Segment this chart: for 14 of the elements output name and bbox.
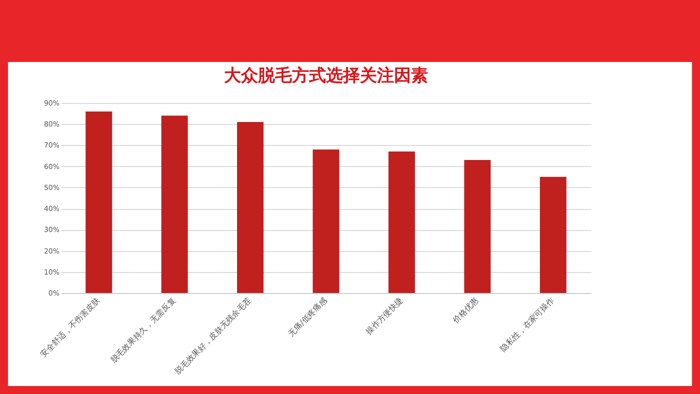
- x-tick-label: 操作方便快捷: [364, 296, 405, 336]
- bar: [161, 116, 188, 293]
- bar: [464, 160, 491, 293]
- x-tick-label: 脱毛效果持久，无需反复: [108, 296, 178, 365]
- x-tick-label: 安全舒适，不伤害皮肤: [38, 296, 102, 359]
- chart-title: 大众脱毛方式选择关注因素: [224, 66, 428, 86]
- bar: [540, 176, 566, 293]
- x-tick-label: 无痛/低疼痛感: [286, 296, 329, 338]
- bar: [237, 122, 264, 293]
- x-tick-label: 隐私性，在家可操作: [498, 296, 556, 354]
- bar: [86, 111, 112, 293]
- bar: [388, 152, 415, 293]
- bar: [312, 149, 340, 293]
- x-tick-label: 价格优惠: [450, 296, 480, 326]
